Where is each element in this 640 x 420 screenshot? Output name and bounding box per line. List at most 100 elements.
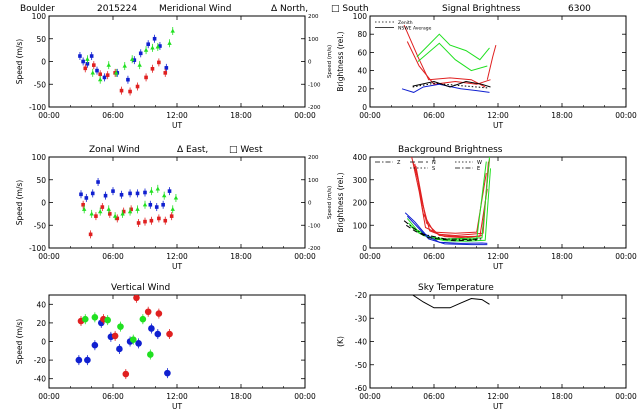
- data-point-triangle: [106, 206, 111, 211]
- y-tick-label: 200: [353, 199, 368, 208]
- data-point-square: [161, 202, 165, 207]
- data-point-circle: [139, 315, 147, 323]
- series-line-black: [406, 224, 477, 242]
- data-point-square: [92, 63, 96, 67]
- data-point-circle: [135, 340, 142, 347]
- x-tick-label: 00:00: [38, 252, 60, 261]
- x-tick-label: 12:00: [487, 252, 509, 261]
- data-point-triangle: [135, 206, 140, 211]
- y-axis-label: Speed (m/s): [15, 39, 24, 85]
- data-point-square: [126, 77, 130, 82]
- data-point-square: [111, 189, 115, 193]
- data-point-square: [149, 218, 154, 223]
- x-tick-label: 12:00: [166, 111, 188, 120]
- x-tick-label: 12:00: [166, 252, 188, 261]
- data-point-circle: [166, 330, 173, 338]
- data-point-circle: [155, 310, 163, 317]
- chart-title-part: Sky Temperature: [418, 283, 494, 293]
- data-point-square: [154, 205, 159, 209]
- x-tick-label: 00:00: [294, 392, 316, 401]
- data-point-square: [94, 214, 98, 218]
- y-tick-label: 100: [353, 12, 368, 21]
- legend-label: N: [432, 160, 436, 166]
- data-point-square: [143, 190, 147, 195]
- y-tick-label: -60: [355, 384, 367, 393]
- y-right-axis-label: Speed (m/s): [327, 45, 333, 78]
- x-axis-label: UT: [493, 262, 503, 271]
- data-point-square: [164, 66, 169, 70]
- y-right-tick-label: 100: [308, 178, 319, 184]
- data-point-triangle: [106, 62, 111, 67]
- x-tick-label: 00:00: [359, 392, 381, 401]
- x-axis-label: UT: [172, 402, 182, 411]
- x-tick-label: 18:00: [230, 252, 252, 261]
- x-tick-label: 06:00: [423, 252, 445, 261]
- x-tick-label: 00:00: [294, 252, 316, 261]
- y-right-tick-label: 0: [308, 201, 312, 207]
- y-axis-label: Brightness (rel.): [336, 31, 345, 91]
- y-tick-label: 40: [357, 67, 367, 76]
- y-right-tick-label: -200: [308, 246, 321, 252]
- plot-area: [75, 295, 173, 380]
- data-point-square: [90, 191, 95, 196]
- data-point-square: [163, 71, 168, 75]
- y-tick-label: 100: [32, 12, 47, 21]
- y-tick-label: 0: [41, 58, 46, 67]
- series-line-black: [412, 295, 490, 309]
- y-tick-label: 0: [41, 199, 46, 208]
- data-point-square: [163, 218, 168, 223]
- plot-area: [401, 24, 497, 93]
- data-point-square: [152, 36, 157, 41]
- chart-title-part: Δ East,: [177, 145, 208, 155]
- data-point-square: [85, 61, 90, 66]
- data-point-square: [108, 212, 112, 216]
- data-point-square: [144, 75, 148, 80]
- chart-title-part: Vertical Wind: [111, 283, 170, 293]
- chart-title-part: 6300: [568, 4, 591, 14]
- data-point-square: [121, 209, 126, 214]
- chart-title-part: Meridional Wind: [159, 4, 231, 14]
- data-point-square: [146, 42, 150, 47]
- chart-title-part: □ West: [229, 145, 263, 155]
- legend-label: Z: [397, 160, 401, 166]
- data-point-triangle: [98, 209, 103, 214]
- y-tick-label: -50: [34, 80, 46, 89]
- y-tick-label: -20: [34, 356, 46, 365]
- data-point-triangle: [89, 211, 94, 216]
- data-point-triangle: [150, 45, 155, 50]
- data-point-square: [169, 214, 174, 218]
- data-point-triangle: [170, 206, 175, 211]
- legend-label: Zenith: [398, 20, 413, 26]
- plot-area: [412, 295, 490, 309]
- data-point-square: [105, 73, 110, 77]
- y-tick-label: -100: [29, 103, 46, 112]
- y-axis-label: (K): [336, 336, 345, 347]
- data-point-circle: [84, 356, 91, 364]
- y-axis-label: Speed (m/s): [15, 319, 24, 365]
- data-point-triangle: [142, 202, 148, 207]
- x-tick-label: 18:00: [230, 392, 252, 401]
- data-point-square: [81, 59, 85, 64]
- x-axis-label: UT: [172, 121, 182, 130]
- y-right-axis-label: Speed (m/s): [327, 186, 333, 219]
- data-point-triangle: [82, 206, 87, 211]
- data-point-square: [102, 75, 107, 80]
- chart-title-part: □ South: [331, 4, 369, 14]
- data-point-square: [83, 66, 88, 71]
- legend-label: W: [477, 160, 482, 166]
- data-point-triangle: [85, 56, 90, 61]
- data-point-circle: [129, 336, 137, 343]
- y-tick-label: -50: [355, 361, 367, 370]
- plot-area: [79, 178, 179, 239]
- y-tick-label: 100: [32, 153, 47, 162]
- data-point-square: [143, 219, 147, 224]
- data-point-square: [158, 44, 162, 48]
- vertical-panel: Vertical Wind 00:00 06:00 12:00 18:00 00:00 UT…: [15, 283, 316, 411]
- data-point-square: [119, 192, 124, 197]
- data-point-circle: [117, 323, 124, 330]
- data-point-square: [135, 191, 140, 196]
- y-tick-label: -100: [29, 244, 46, 253]
- plot-frame: [369, 156, 627, 249]
- legend-label: S: [432, 166, 435, 172]
- y-right-tick-label: 200: [308, 14, 319, 20]
